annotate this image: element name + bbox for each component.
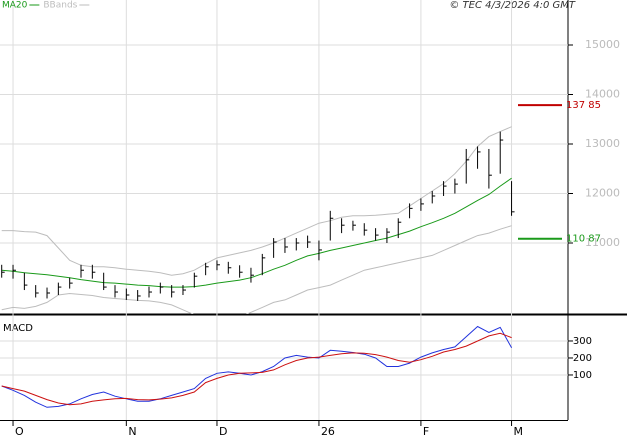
ma-line <box>1 177 512 288</box>
x-tick-label: F <box>423 425 429 438</box>
legend-label: MA20 <box>2 1 28 11</box>
x-tick-label: 26 <box>321 425 335 438</box>
level-label: 137 85 <box>566 100 601 111</box>
band-line <box>1 126 512 276</box>
macd-line <box>1 325 513 408</box>
x-tick-label: M <box>514 425 524 438</box>
y-tick-label: 12000 <box>585 187 620 200</box>
x-tick-label: O <box>15 425 24 438</box>
legend-label: BBands <box>43 1 77 11</box>
macd-line <box>1 332 512 406</box>
y-tick-label: 100 <box>573 370 592 381</box>
y-tick-label: 300 <box>573 336 592 347</box>
y-tick-label: 200 <box>573 353 592 364</box>
y-tick-label: 15000 <box>585 38 620 51</box>
plot-area <box>1 325 513 408</box>
x-tick-label: N <box>128 425 136 438</box>
panel-title: MACD <box>3 323 33 334</box>
band-line <box>1 225 512 314</box>
credit: © TEC 4/3/2026 4:0 GMT <box>449 0 576 11</box>
plot-area <box>1 126 515 314</box>
y-tick-label: 13000 <box>585 137 620 150</box>
x-tick-label: D <box>219 425 227 438</box>
y-tick-label: 14000 <box>585 88 620 101</box>
y-tick-label: 11000 <box>585 236 620 249</box>
level-label: 110 87 <box>566 234 601 245</box>
